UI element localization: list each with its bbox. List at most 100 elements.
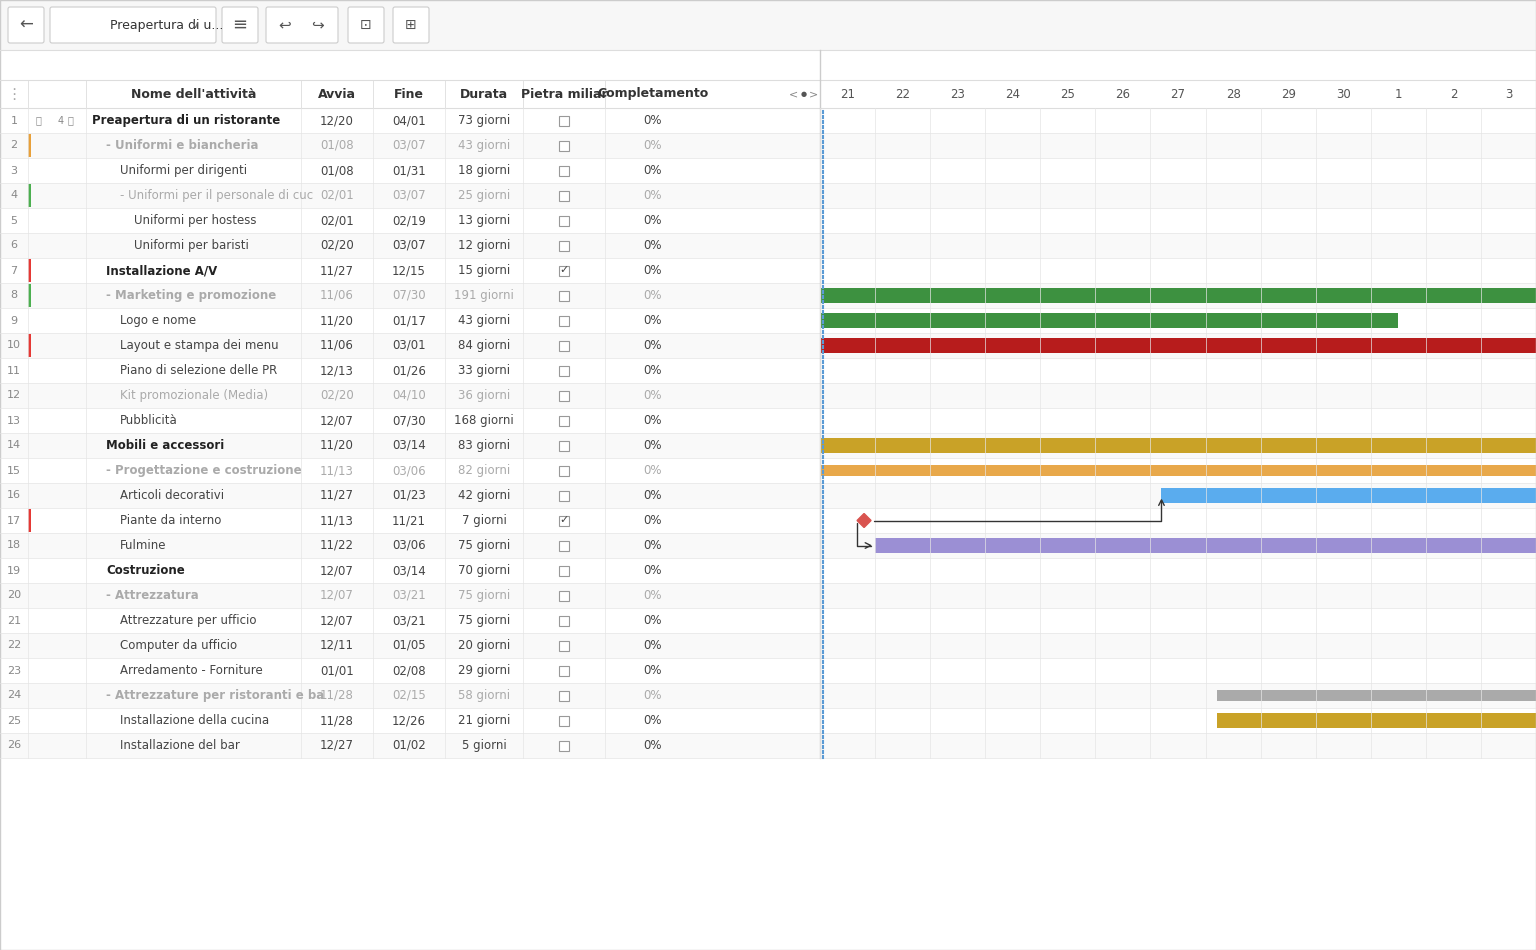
Bar [0,408,1536,433]
Text: 07/30: 07/30 [392,289,425,302]
Text: 11/21: 11/21 [392,514,425,527]
Text: 0%: 0% [644,264,662,277]
Text: 04/01: 04/01 [392,114,425,127]
Text: 01/08: 01/08 [319,164,353,177]
Text: 12/20: 12/20 [319,114,353,127]
Text: 07/30: 07/30 [392,414,425,427]
Text: 28: 28 [1226,87,1241,101]
Bar [0,508,1536,533]
Text: 26: 26 [1115,87,1130,101]
Bar [559,666,568,675]
Text: 0%: 0% [644,414,662,427]
Text: 30: 30 [1336,87,1350,101]
Text: Uniformi per dirigenti: Uniformi per dirigenti [120,164,247,177]
Bar [559,165,568,176]
Text: 01/17: 01/17 [392,314,425,327]
Text: 0%: 0% [644,614,662,627]
Text: 12: 12 [8,390,22,401]
Text: 26: 26 [8,740,22,751]
Text: 12/11: 12/11 [319,639,353,652]
Text: ⧉: ⧉ [68,116,74,125]
Bar [28,334,31,357]
Text: 01/05: 01/05 [392,639,425,652]
Text: 12/26: 12/26 [392,714,425,727]
Bar [0,158,1536,183]
Text: 42 giorni: 42 giorni [458,489,510,502]
Text: <: < [790,89,799,99]
Text: 22: 22 [6,640,22,651]
Text: 84 giorni: 84 giorni [458,339,510,352]
Text: 22: 22 [895,87,911,101]
Text: 01/26: 01/26 [392,364,425,377]
Text: 04/10: 04/10 [392,389,425,402]
Text: 29: 29 [1281,87,1296,101]
Text: 7: 7 [11,265,17,275]
Text: 03/06: 03/06 [392,539,425,552]
Bar [1161,488,1536,503]
Text: 20: 20 [8,591,22,600]
Text: 18 giorni: 18 giorni [458,164,510,177]
Text: 02/19: 02/19 [392,214,425,227]
Text: 19: 19 [8,565,22,576]
FancyBboxPatch shape [51,7,217,43]
Bar [559,240,568,251]
Text: 18: 18 [8,541,22,550]
Text: Attrezzature per ufficio: Attrezzature per ufficio [120,614,257,627]
Text: ↪: ↪ [310,17,324,32]
Text: Durata: Durata [459,87,508,101]
Text: 01/31: 01/31 [392,164,425,177]
Text: 11/28: 11/28 [319,689,353,702]
Text: 03/01: 03/01 [392,339,425,352]
Text: 1: 1 [1395,87,1402,101]
Text: 4: 4 [11,191,17,200]
Bar [0,558,1536,583]
Text: 12/07: 12/07 [319,564,353,577]
Text: Completamento: Completamento [598,87,708,101]
Text: Installazione della cucina: Installazione della cucina [120,714,269,727]
FancyBboxPatch shape [223,7,258,43]
Text: 11/22: 11/22 [319,539,353,552]
Text: 21: 21 [8,616,22,625]
Text: 0%: 0% [644,239,662,252]
Text: 12/07: 12/07 [319,614,353,627]
Text: 01/02: 01/02 [392,739,425,752]
Bar [559,366,568,375]
Text: 03/06: 03/06 [392,464,425,477]
Bar [0,108,1536,133]
Text: 0%: 0% [644,289,662,302]
Text: 0%: 0% [644,314,662,327]
Text: 12/07: 12/07 [319,414,353,427]
Text: Mobili e accessori: Mobili e accessori [106,439,224,452]
Bar [0,233,1536,258]
Text: - Attrezzatura: - Attrezzatura [106,589,198,602]
Text: 75 giorni: 75 giorni [458,539,510,552]
Text: 0%: 0% [644,364,662,377]
Text: Installazione del bar: Installazione del bar [120,739,240,752]
Text: - Marketing e promozione: - Marketing e promozione [106,289,276,302]
Text: 33 giorni: 33 giorni [458,364,510,377]
Text: ←: ← [18,16,32,34]
Text: 82 giorni: 82 giorni [458,464,510,477]
Bar [0,0,1536,50]
Text: 12/15: 12/15 [392,264,425,277]
Text: Costruzione: Costruzione [106,564,184,577]
Text: 12/13: 12/13 [319,364,353,377]
Bar [28,184,31,207]
FancyBboxPatch shape [349,7,384,43]
Bar [559,390,568,401]
Bar [559,315,568,326]
Text: 6: 6 [11,240,17,251]
Bar [0,733,1536,758]
Text: 0%: 0% [644,489,662,502]
Text: 0%: 0% [644,739,662,752]
Text: >: > [809,89,819,99]
Text: 0%: 0% [644,664,662,677]
Text: ✓: ✓ [559,265,568,275]
Text: 5 giorni: 5 giorni [462,739,507,752]
Text: ∨: ∨ [192,20,198,30]
Text: 11/27: 11/27 [319,264,353,277]
Bar [1217,713,1536,728]
Text: 2: 2 [1450,87,1458,101]
Text: Logo e nome: Logo e nome [120,314,197,327]
Text: 83 giorni: 83 giorni [458,439,510,452]
